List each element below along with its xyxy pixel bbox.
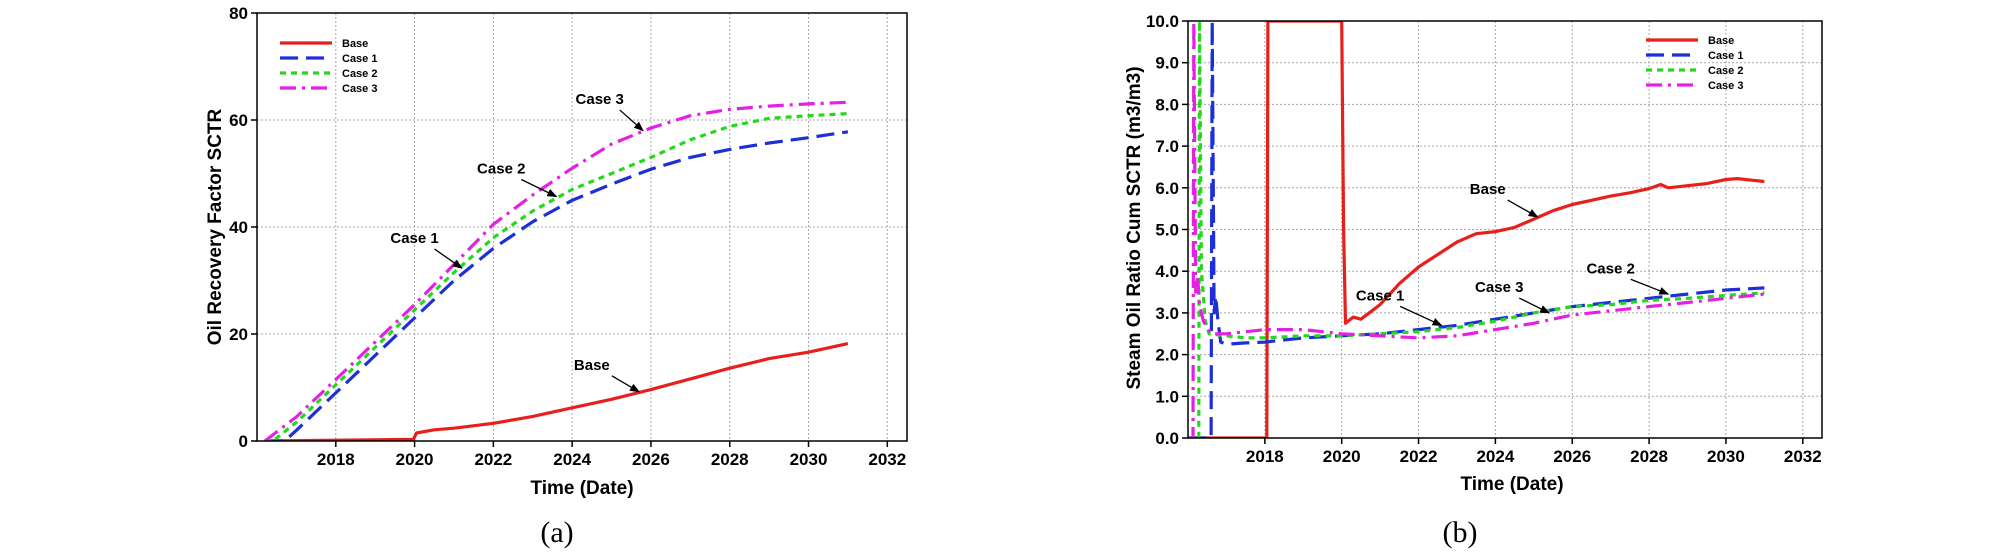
annotation-label: Case 3 — [1475, 279, 1523, 296]
x-axis-title-a: Time (Date) — [530, 478, 633, 499]
x-tick-label: 2018 — [317, 450, 355, 469]
y-tick-label: 7.0 — [1155, 137, 1179, 156]
annotation-arrow — [619, 109, 644, 132]
y-axis-title-b: Steam Oil Ratio Cum SCTR (m3/m3) — [1124, 66, 1145, 389]
y-tick-label: 5.0 — [1155, 221, 1179, 240]
annotation-arrow — [1399, 305, 1443, 327]
series-group-b — [1188, 21, 1765, 438]
annotations-a: Case 3 Case 2 Case 1 Base — [390, 91, 644, 393]
annotation-label: Base — [1470, 181, 1506, 198]
x-tick-label: 2032 — [1784, 447, 1822, 466]
series-line-case-3 — [263, 100, 848, 441]
y-tick-label: 8.0 — [1155, 95, 1179, 114]
annotation-arrow — [1630, 278, 1670, 295]
series-group-a — [263, 100, 849, 441]
y-tick-label: 80 — [229, 4, 248, 23]
y-tick-label: 3.0 — [1155, 304, 1179, 323]
annotations-b: Base Case 1 Case 3 Case 2 — [1356, 181, 1670, 327]
annotation-label: Case 3 — [576, 91, 624, 108]
series-line-case-2 — [1188, 21, 1765, 438]
x-tick-label: 2024 — [553, 450, 591, 469]
y-tick-label: 0.0 — [1155, 429, 1179, 448]
y-tick-label: 6.0 — [1155, 179, 1179, 198]
annotation-label: Case 1 — [1356, 287, 1404, 304]
annotation-arrow — [434, 248, 463, 269]
x-tick-label: 2020 — [1323, 447, 1361, 466]
tick-labels-b: 2018 2020 2022 2024 2026 2028 2030 2032 0.0 1.0 2.… — [1146, 12, 1822, 466]
legend-label: Case 1 — [342, 53, 377, 65]
chart-panel-b: 2018 2020 2022 2024 2026 2028 2030 2032 0.0 1.0 2.… — [1124, 12, 1823, 549]
legend-b: Base Case 1 Case 2 Case 3 — [1646, 35, 1743, 92]
annotation-arrow — [611, 375, 640, 393]
y-tick-label: 9.0 — [1155, 54, 1179, 73]
caption-b: (b) — [1443, 516, 1478, 549]
x-tick-label: 2030 — [1707, 447, 1745, 466]
legend-label: Case 2 — [342, 68, 377, 80]
x-tick-label: 2022 — [1400, 447, 1438, 466]
x-tick-label: 2020 — [396, 450, 434, 469]
legend-label: Case 3 — [1708, 80, 1743, 92]
x-tick-label: 2028 — [1630, 447, 1668, 466]
y-tick-label: 20 — [229, 325, 248, 344]
series-line-base — [1188, 21, 1765, 438]
y-tick-label: 10.0 — [1146, 12, 1179, 31]
x-tick-label: 2018 — [1246, 447, 1284, 466]
annotation-label: Base — [574, 357, 610, 374]
x-tick-label: 2024 — [1476, 447, 1514, 466]
series-line-case-3 — [1188, 21, 1765, 438]
annotation-arrow — [1507, 199, 1539, 218]
x-tick-label: 2026 — [632, 450, 670, 469]
chart-panel-a: 2018 2020 2022 2024 2026 2028 2030 2032 0 20 40 60 8… — [205, 4, 908, 549]
legend-label: Base — [1708, 35, 1734, 47]
annotation-label: Case 2 — [1586, 260, 1634, 277]
y-tick-label: 1.0 — [1155, 387, 1179, 406]
caption-a: (a) — [540, 516, 573, 549]
x-tick-label: 2030 — [790, 450, 828, 469]
y-axis-title-a: Oil Recovery Factor SCTR — [205, 108, 226, 345]
x-tick-label: 2028 — [711, 450, 749, 469]
annotation-arrow — [1518, 297, 1551, 314]
annotation-label: Case 2 — [477, 161, 525, 178]
annotation-arrow — [520, 178, 558, 198]
y-tick-label: 60 — [229, 111, 248, 130]
legend-label: Base — [342, 38, 368, 50]
x-tick-label: 2026 — [1553, 447, 1591, 466]
series-line-case-2 — [264, 112, 848, 441]
series-line-base — [264, 342, 849, 441]
y-tick-label: 4.0 — [1155, 262, 1179, 281]
legend-a: Base Case 1 Case 2 Case 3 — [280, 38, 377, 95]
tick-labels-a: 2018 2020 2022 2024 2026 2028 2030 2032 0 20 40 60 8… — [229, 4, 906, 469]
x-tick-label: 2022 — [474, 450, 512, 469]
annotation-label: Case 1 — [390, 230, 438, 247]
grid-b — [1188, 20, 1822, 439]
series-line-case-1 — [264, 130, 849, 441]
legend-label: Case 1 — [1708, 50, 1743, 62]
y-tick-label: 0 — [239, 432, 248, 451]
y-tick-label: 40 — [229, 218, 248, 237]
x-axis-title-b: Time (Date) — [1460, 474, 1563, 495]
legend-label: Case 2 — [1708, 65, 1743, 77]
legend-label: Case 3 — [342, 83, 377, 95]
x-tick-label: 2032 — [868, 450, 906, 469]
y-tick-label: 2.0 — [1155, 346, 1179, 365]
